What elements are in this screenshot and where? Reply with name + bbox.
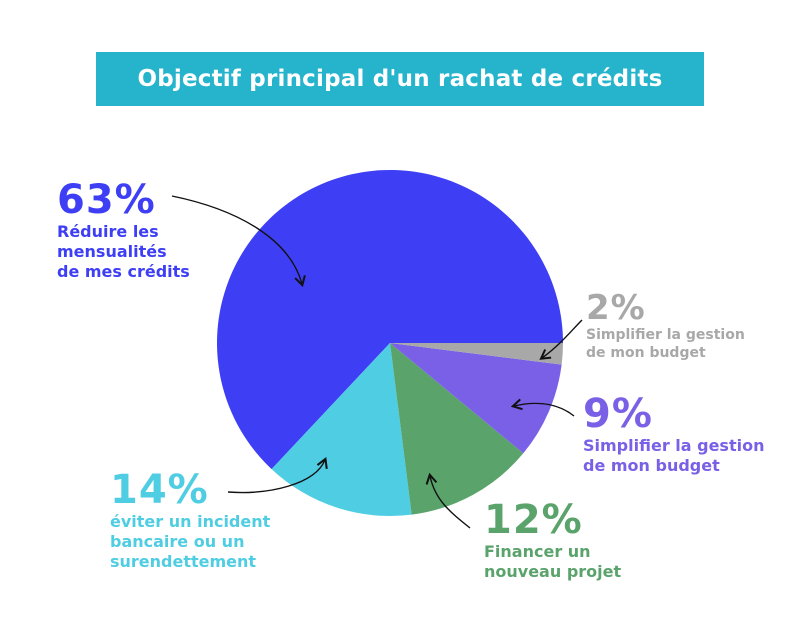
chart-title: Objectif principal d'un rachat de crédit… [137, 66, 663, 92]
label-14: 14% éviter un incident bancaire ou un su… [110, 468, 270, 572]
desc-63-line1: Réduire les [57, 222, 159, 241]
desc-12-line2: nouveau projet [484, 562, 622, 581]
pie-slices [216, 170, 563, 516]
pie-slice-12 [390, 343, 524, 515]
pointer-arrows [171, 195, 583, 529]
title-banner: Objectif principal d'un rachat de crédit… [96, 52, 704, 106]
arrow-2 [539, 319, 583, 360]
desc-14-line1: éviter un incident [110, 512, 271, 531]
label-2: 2% Simplifier la gestion de mon budget [586, 290, 745, 362]
desc-12-line1: Financer un [484, 542, 591, 561]
pie-slice-2 [390, 343, 563, 365]
desc-63-line3: de mes crédits [57, 262, 190, 281]
label-63: 63% Réduire les mensualités de mes crédi… [57, 178, 190, 282]
pie-slice-63 [216, 170, 563, 470]
arrow-63 [171, 195, 306, 288]
desc-14-line2: bancaire ou un [110, 532, 245, 551]
pie-slice-14 [271, 343, 412, 516]
desc-9-line2: de mon budget [583, 456, 720, 475]
percent-63: 63% [57, 177, 156, 223]
percent-2: 2% [586, 288, 646, 328]
arrow-12 [425, 472, 471, 529]
desc-2-line1: Simplifier la gestion [586, 327, 745, 343]
arrow-9 [510, 398, 575, 417]
desc-14-line3: surendettement [110, 552, 257, 571]
percent-12: 12% [484, 497, 583, 543]
label-12: 12% Financer un nouveau projet [484, 498, 621, 582]
arrow-14 [227, 456, 328, 494]
percent-9: 9% [583, 391, 653, 437]
percent-14: 14% [110, 467, 209, 513]
desc-9-line1: Simplifier la gestion [583, 436, 765, 455]
desc-2-line2: de mon budget [586, 345, 706, 361]
label-9: 9% Simplifier la gestion de mon budget [583, 392, 764, 476]
desc-63-line2: mensualités [57, 242, 167, 261]
pie-slice-9 [390, 343, 562, 454]
